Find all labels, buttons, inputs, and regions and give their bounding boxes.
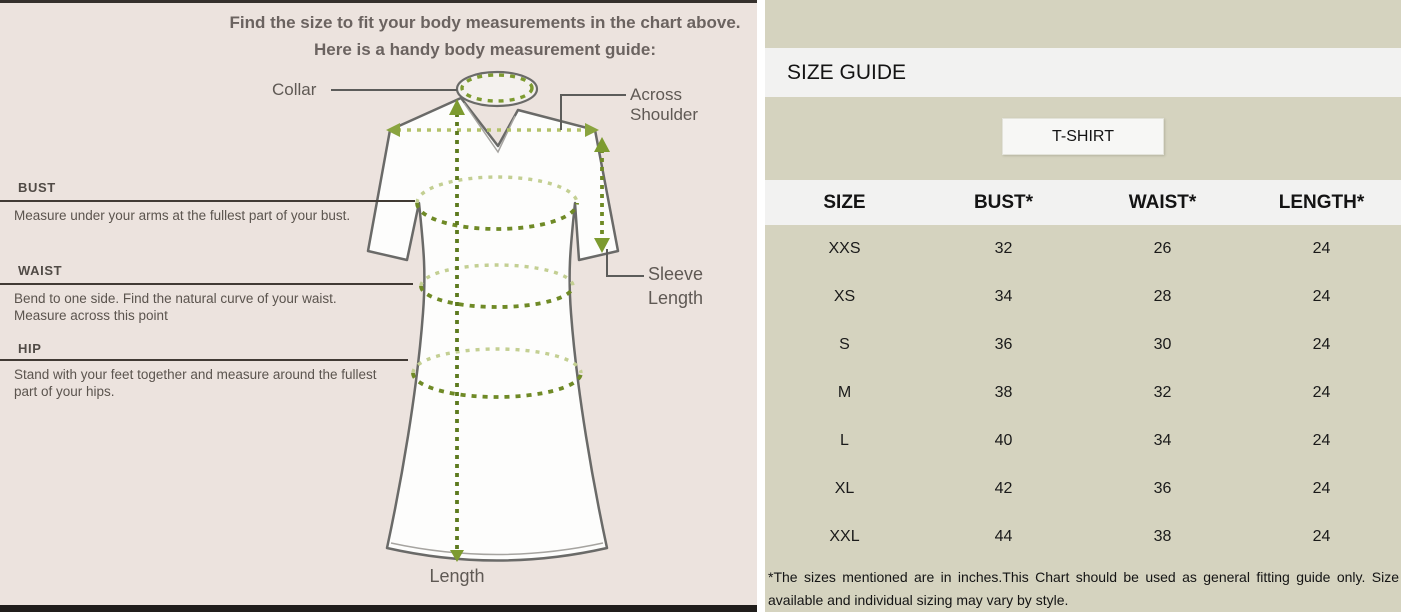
waist-section-rule [0, 283, 413, 285]
table-cell: 24 [1312, 528, 1331, 545]
table-cell: 24 [1312, 384, 1331, 401]
table-row: S 36 30 24 [765, 321, 1401, 369]
column-header-bust: BUST* [973, 191, 1034, 213]
table-cell: M [837, 384, 852, 401]
table-cell: 38 [994, 384, 1013, 401]
size-guide-titlebar: SIZE GUIDE [765, 48, 1401, 97]
table-row: XXL 44 38 24 [765, 513, 1401, 561]
neckline-inner [463, 102, 516, 154]
collar-label: Collar [272, 80, 317, 99]
size-guide-title: SIZE GUIDE [787, 60, 907, 84]
table-cell: 24 [1312, 240, 1331, 257]
hem-inner [390, 542, 604, 556]
collar-outline [455, 70, 539, 108]
hip-section-title: HIP [18, 341, 42, 356]
guide-heading: Find the size to fit your body measureme… [200, 9, 757, 63]
table-cell: 32 [994, 240, 1013, 257]
size-guide-panel: SIZE GUIDE T-SHIRT SIZE BUST* WAIST* LEN… [765, 0, 1401, 612]
table-row: M 38 32 24 [765, 369, 1401, 417]
table-cell: 24 [1312, 432, 1331, 449]
length-label: Length [429, 566, 485, 586]
table-cell: XL [834, 480, 855, 497]
bust-section-title: BUST [18, 180, 56, 195]
measurement-guide-inner: Find the size to fit your body measureme… [0, 0, 757, 612]
sleeve-measure-arrow [594, 137, 610, 253]
size-table-header: SIZE BUST* WAIST* LENGTH* [765, 180, 1401, 225]
table-row: XL 42 36 24 [765, 465, 1401, 513]
table-cell: L [840, 432, 849, 449]
measurement-guide-panel: Find the size to fit your body measureme… [0, 0, 757, 612]
bust-section-desc: Measure under your arms at the fullest p… [14, 208, 351, 223]
table-cell: XXL [829, 528, 860, 545]
table-row: XXS 32 26 24 [765, 225, 1401, 273]
column-header-length: LENGTH* [1278, 191, 1365, 213]
collar-callout-line [331, 89, 457, 91]
garment-diagram [366, 70, 620, 562]
across-shoulder-label: Across Shoulder [630, 85, 699, 124]
table-cell: 34 [994, 288, 1013, 305]
sleeve-length-label: Sleeve Length [648, 264, 704, 308]
column-header-waist: WAIST* [1128, 191, 1197, 213]
table-cell: 32 [1153, 384, 1172, 401]
table-cell: 44 [994, 528, 1013, 545]
shoulder-measure-line [386, 123, 599, 137]
table-cell: 34 [1153, 432, 1172, 449]
table-cell: 42 [994, 480, 1013, 497]
waist-measure-mark [419, 263, 575, 309]
garment-body [366, 96, 620, 562]
hip-section-desc: Stand with your feet together and measur… [14, 367, 377, 399]
collar-measure-mark [460, 73, 534, 103]
table-cell: 24 [1312, 336, 1331, 353]
waist-section-title: WAIST [18, 263, 63, 278]
table-cell: 38 [1153, 528, 1172, 545]
guide-heading-line1: Find the size to fit your body measureme… [229, 13, 741, 32]
table-row: L 40 34 24 [765, 417, 1401, 465]
table-cell: 24 [1312, 288, 1331, 305]
table-cell: 36 [994, 336, 1013, 353]
sleeve-length-callout-line [606, 249, 644, 277]
size-guide-footnote: *The sizes mentioned are in inches.This … [768, 569, 1399, 608]
table-cell: S [839, 336, 850, 353]
guide-heading-line2: Here is a handy body measurement guide: [314, 40, 656, 59]
table-cell: 28 [1153, 288, 1172, 305]
tshirt-tab-button[interactable]: T-SHIRT [1002, 118, 1164, 155]
table-cell: 40 [994, 432, 1013, 449]
length-measure-line [449, 99, 465, 562]
table-cell: 24 [1312, 480, 1331, 497]
table-cell: 36 [1153, 480, 1172, 497]
table-cell: 30 [1153, 336, 1172, 353]
table-row: XS 34 28 24 [765, 273, 1401, 321]
size-table-body: XXS 32 26 24 XS 34 28 24 S 36 30 24 M 38 32 24 L 40 34 24 XL… [765, 225, 1401, 561]
column-header-size: SIZE [823, 191, 866, 213]
bust-measure-mark [415, 175, 579, 231]
waist-section-desc: Bend to one side. Find the natural curve… [14, 291, 337, 323]
bust-section-rule [0, 200, 415, 202]
table-cell: XS [833, 288, 856, 305]
across-shoulder-callout-line [560, 94, 626, 130]
table-cell: 26 [1153, 240, 1172, 257]
table-cell: XXS [828, 240, 861, 257]
hip-measure-mark [411, 347, 583, 399]
hip-section-rule [0, 359, 408, 361]
